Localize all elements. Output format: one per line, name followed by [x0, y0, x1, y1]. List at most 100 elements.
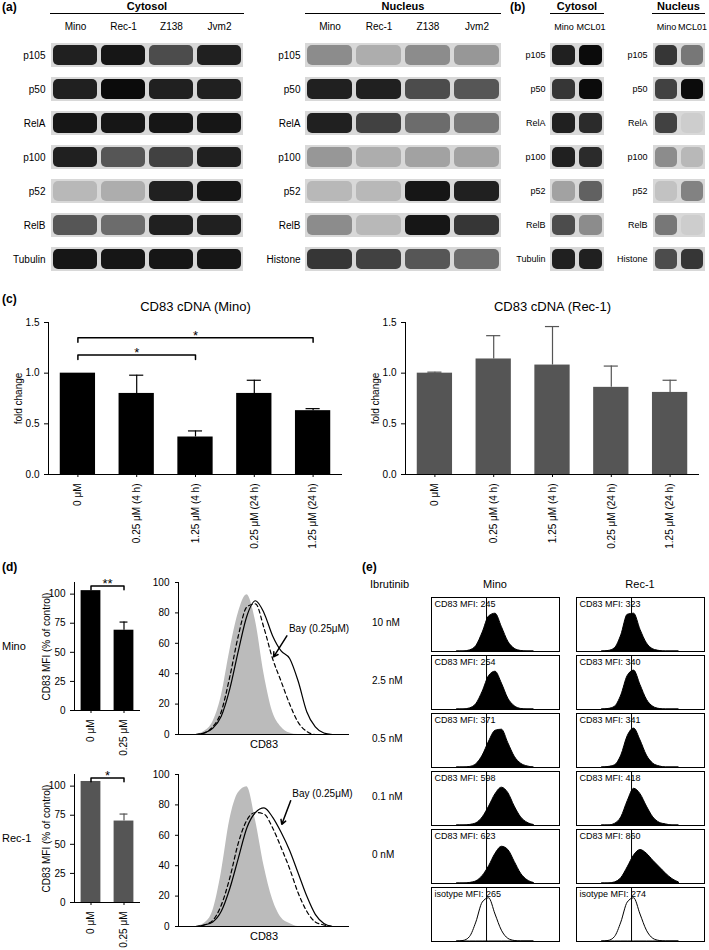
svg-text:CD83 MFI: 340: CD83 MFI: 340	[580, 657, 641, 667]
svg-text:CD83 MFI: 860: CD83 MFI: 860	[580, 831, 641, 841]
svg-text:p52: p52	[29, 186, 46, 197]
svg-text:p50: p50	[29, 84, 46, 95]
svg-text:p52: p52	[284, 186, 301, 197]
svg-text:CD83 MFI: 371: CD83 MFI: 371	[435, 715, 496, 725]
svg-text:100: 100	[153, 577, 170, 588]
svg-text:0 μM: 0 μM	[72, 484, 83, 506]
svg-text:RelB: RelB	[24, 220, 46, 231]
svg-text:80: 80	[158, 799, 170, 810]
svg-text:Mino: Mino	[319, 21, 341, 32]
svg-text:Tubulin: Tubulin	[13, 254, 45, 265]
svg-text:0.0: 0.0	[383, 469, 397, 480]
svg-text:CD83: CD83	[250, 930, 278, 942]
svg-text:CD83 cDNA (Rec-1): CD83 cDNA (Rec-1)	[494, 299, 611, 314]
svg-text:0: 0	[164, 921, 170, 932]
svg-text:**: **	[102, 576, 112, 591]
svg-text:0 μM: 0 μM	[429, 484, 440, 506]
svg-text:Mino: Mino	[65, 21, 87, 32]
svg-text:Rec-1: Rec-1	[366, 21, 393, 32]
svg-text:Bay (0.25μM): Bay (0.25μM)	[289, 623, 349, 634]
svg-text:0.25 μM (4 h): 0.25 μM (4 h)	[488, 484, 499, 544]
svg-text:CD83 MFI: 323: CD83 MFI: 323	[580, 599, 641, 609]
svg-text:p100: p100	[525, 152, 545, 162]
svg-text:*: *	[193, 328, 198, 343]
svg-text:25: 25	[54, 676, 66, 687]
svg-text:40: 40	[158, 668, 170, 679]
svg-text:p105: p105	[23, 50, 46, 61]
svg-text:CD83 MFI: 623: CD83 MFI: 623	[435, 831, 496, 841]
svg-text:p105: p105	[525, 50, 545, 60]
svg-text:RelA: RelA	[628, 118, 648, 128]
svg-text:RelB: RelB	[279, 220, 301, 231]
svg-text:CD83 MFI: 341: CD83 MFI: 341	[580, 715, 641, 725]
svg-text:CD83 MFI: 418: CD83 MFI: 418	[580, 773, 641, 783]
svg-text:0.5: 0.5	[26, 418, 40, 429]
svg-text:CD83 MFI: 245: CD83 MFI: 245	[435, 599, 496, 609]
svg-text:0.25 μM (24 h): 0.25 μM (24 h)	[606, 484, 617, 549]
svg-text:p52: p52	[632, 186, 647, 196]
svg-text:RelA: RelA	[24, 118, 46, 129]
svg-text:RelA: RelA	[526, 118, 546, 128]
svg-text:RelA: RelA	[279, 118, 301, 129]
svg-text:RelB: RelB	[628, 220, 648, 230]
svg-text:75: 75	[54, 617, 66, 628]
svg-text:75: 75	[54, 809, 66, 820]
svg-text:20: 20	[158, 890, 170, 901]
svg-text:0.25 μM: 0.25 μM	[118, 912, 129, 948]
svg-text:CD83 MFI: 254: CD83 MFI: 254	[435, 657, 496, 667]
svg-text:0.25 μM (24 h): 0.25 μM (24 h)	[249, 484, 260, 549]
svg-text:CD83: CD83	[250, 738, 278, 750]
svg-text:Bay (0.25μM): Bay (0.25μM)	[292, 788, 352, 799]
svg-text:50: 50	[54, 647, 66, 658]
svg-text:p50: p50	[284, 84, 301, 95]
svg-text:100: 100	[153, 769, 170, 780]
svg-text:p50: p50	[530, 84, 545, 94]
svg-text:0 μM: 0 μM	[85, 912, 96, 934]
svg-text:p52: p52	[530, 186, 545, 196]
svg-text:20: 20	[158, 698, 170, 709]
svg-text:0: 0	[60, 705, 66, 716]
svg-text:1.25 μM (24 h): 1.25 μM (24 h)	[307, 484, 318, 549]
svg-text:*: *	[134, 345, 139, 360]
svg-text:80: 80	[158, 607, 170, 618]
svg-text:Z138: Z138	[417, 21, 440, 32]
svg-text:60: 60	[158, 638, 170, 649]
svg-text:isotype MFI: 265: isotype MFI: 265	[435, 889, 502, 899]
svg-text:MCL01: MCL01	[576, 22, 605, 32]
svg-text:1.25 μM (4 h): 1.25 μM (4 h)	[547, 484, 558, 544]
svg-text:0: 0	[164, 729, 170, 740]
svg-text:50: 50	[54, 839, 66, 850]
svg-text:0.0: 0.0	[26, 469, 40, 480]
svg-text:0.25 μM: 0.25 μM	[118, 720, 129, 756]
svg-text:1.25 μM (24 h): 1.25 μM (24 h)	[664, 484, 675, 549]
svg-text:Jvm2: Jvm2	[208, 21, 232, 32]
svg-text:0.25 μM (4 h): 0.25 μM (4 h)	[131, 484, 142, 544]
svg-text:CD83 MFI: 598: CD83 MFI: 598	[435, 773, 496, 783]
svg-text:fold change: fold change	[370, 372, 381, 424]
svg-text:CD83 MFI (% of control): CD83 MFI (% of control)	[41, 593, 52, 701]
svg-text:Histone: Histone	[267, 254, 301, 265]
svg-text:Mino: Mino	[657, 22, 677, 32]
svg-text:25: 25	[54, 868, 66, 879]
svg-text:Mino: Mino	[554, 22, 574, 32]
svg-text:RelB: RelB	[526, 220, 546, 230]
svg-text:1.0: 1.0	[383, 367, 397, 378]
svg-text:1.5: 1.5	[383, 317, 397, 328]
svg-text:p50: p50	[632, 84, 647, 94]
svg-text:Tubulin: Tubulin	[516, 254, 545, 264]
svg-text:CD83 cDNA (Mino): CD83 cDNA (Mino)	[140, 299, 251, 314]
svg-text:p105: p105	[627, 50, 647, 60]
svg-text:fold change: fold change	[13, 372, 24, 424]
svg-text:0 μM: 0 μM	[85, 720, 96, 742]
svg-text:p105: p105	[278, 50, 301, 61]
svg-text:p100: p100	[278, 152, 301, 163]
svg-text:0.5: 0.5	[383, 418, 397, 429]
svg-text:MCL01: MCL01	[678, 22, 707, 32]
svg-text:p100: p100	[627, 152, 647, 162]
svg-text:CD83 MFI (% of control): CD83 MFI (% of control)	[41, 785, 52, 893]
svg-text:Z138: Z138	[160, 21, 183, 32]
svg-text:40: 40	[158, 860, 170, 871]
svg-text:60: 60	[158, 830, 170, 841]
svg-text:isotype MFI: 274: isotype MFI: 274	[580, 889, 647, 899]
svg-text:1.25 μM (4 h): 1.25 μM (4 h)	[190, 484, 201, 544]
